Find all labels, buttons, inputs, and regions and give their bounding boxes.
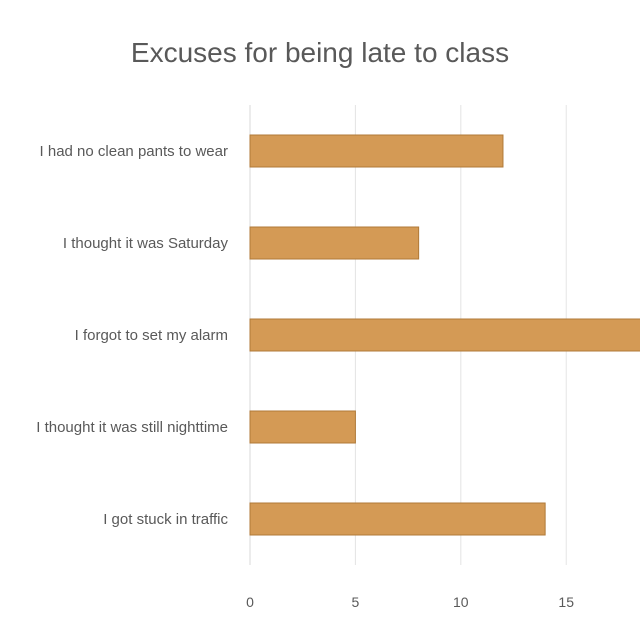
- x-axis-ticks: 0 5 10 15: [246, 594, 574, 610]
- x-tick-label-10: 10: [453, 594, 469, 610]
- bar-2: [249, 318, 640, 352]
- bar-1: [249, 226, 420, 260]
- category-label-0: I had no clean pants to wear: [40, 143, 228, 160]
- x-tick-label-15: 15: [558, 594, 574, 610]
- category-label-4: I got stuck in traffic: [103, 511, 228, 528]
- category-label-3: I thought it was still nighttime: [36, 419, 228, 436]
- category-label-2: I forgot to set my alarm: [75, 327, 228, 344]
- bar-0: [249, 134, 504, 168]
- x-tick-label-0: 0: [246, 594, 254, 610]
- category-labels: I had no clean pants to wear I thought it…: [36, 143, 228, 528]
- bar-4: [249, 502, 546, 536]
- bar-3: [249, 410, 356, 444]
- x-tick-label-5: 5: [352, 594, 360, 610]
- chart-title: Excuses for being late to class: [131, 37, 509, 68]
- category-label-1: I thought it was Saturday: [63, 235, 229, 252]
- bars: [249, 134, 640, 536]
